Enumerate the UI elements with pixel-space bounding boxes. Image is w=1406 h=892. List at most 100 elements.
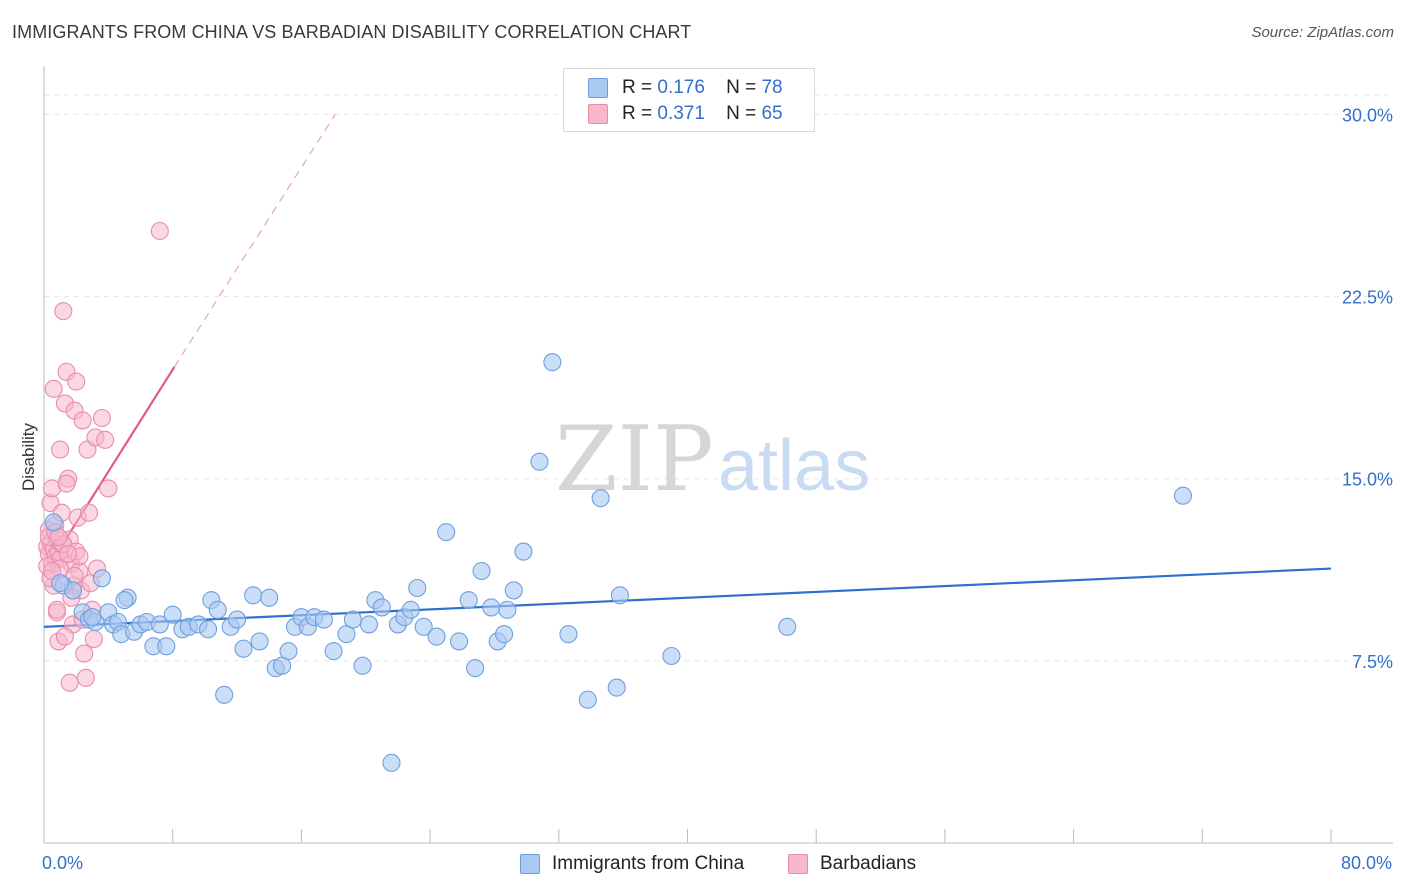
barbadians-swatch — [588, 104, 608, 124]
china-point — [382, 753, 401, 772]
barbadians-legend-label: Barbadians — [820, 853, 917, 874]
china-point — [260, 588, 279, 607]
china-point — [44, 513, 63, 532]
n-label: N = — [726, 77, 757, 98]
n-value: 65 — [761, 103, 783, 124]
china-point — [459, 591, 478, 610]
china-point — [359, 615, 379, 634]
china-point — [466, 659, 485, 678]
china-point — [559, 625, 578, 644]
china-legend-swatch — [520, 854, 540, 874]
barbadians-point — [150, 221, 169, 241]
barbadians-point — [92, 408, 111, 428]
china-legend-label: Immigrants from China — [552, 853, 745, 874]
barbadians-point — [76, 668, 95, 687]
china-point — [244, 586, 263, 605]
barbadians-point — [75, 644, 94, 663]
data-points — [38, 221, 1193, 772]
barbadians-point — [51, 440, 70, 459]
china-point — [157, 637, 176, 656]
y-tick-label: 15.0% — [1342, 470, 1393, 490]
barbadians-point — [60, 673, 79, 692]
x-min-label: 0.0% — [42, 853, 84, 873]
china-point — [778, 617, 797, 636]
x-max-label: 80.0% — [1340, 853, 1392, 873]
chart-title: IMMIGRANTS FROM CHINA VS BARBADIAN DISAB… — [12, 22, 692, 42]
source-label: Source: ZipAtlas.com — [1251, 24, 1394, 41]
china-point — [482, 598, 501, 617]
china-point — [51, 574, 70, 593]
china-point — [115, 591, 134, 610]
china-point — [208, 600, 227, 619]
barbadians-legend-swatch — [788, 854, 808, 874]
china-point — [408, 578, 427, 598]
barbadians-point — [55, 627, 74, 646]
barbadians-point — [67, 372, 86, 391]
china-point — [92, 569, 111, 588]
trendline-barbadians-extension — [173, 114, 336, 368]
y-tick-labels: 7.5% 15.0% 22.5% 30.0% — [1342, 105, 1393, 671]
barbadians-point — [99, 479, 118, 498]
watermark-atlas: atlas — [718, 426, 870, 506]
trendlines — [43, 114, 1332, 628]
china-point — [472, 561, 491, 581]
barbadians-point — [47, 600, 66, 619]
r-label: R = — [622, 103, 653, 124]
r-value: 0.176 — [657, 77, 705, 98]
barbadians-point — [57, 474, 76, 493]
china-point — [530, 452, 549, 471]
china-point — [401, 600, 420, 619]
y-tick-label: 22.5% — [1342, 288, 1393, 308]
china-point — [591, 489, 610, 508]
china-point — [228, 610, 247, 629]
watermark-zip: ZIP — [555, 407, 714, 512]
china-point — [504, 581, 523, 600]
china-point — [607, 678, 626, 697]
china-point — [662, 646, 681, 666]
china-point — [324, 642, 343, 661]
china-point — [1173, 486, 1193, 505]
axes — [43, 66, 1393, 844]
y-tick-label: 7.5% — [1352, 652, 1393, 672]
barbadians-point — [54, 302, 73, 321]
watermark: ZIP atlas — [555, 407, 870, 512]
china-point — [427, 627, 446, 646]
china-swatch — [588, 78, 608, 98]
n-value: 78 — [761, 77, 783, 98]
barbadians-point — [73, 411, 92, 430]
china-point — [163, 605, 182, 624]
r-value: 0.371 — [657, 103, 705, 124]
china-point — [234, 639, 253, 658]
r-label: R = — [622, 77, 653, 98]
barbadians-point — [44, 379, 63, 398]
china-point — [215, 685, 234, 704]
china-point — [372, 598, 391, 617]
china-point — [83, 608, 102, 627]
china-point — [199, 620, 218, 639]
china-point — [150, 615, 169, 634]
china-point — [343, 610, 362, 629]
china-point — [543, 353, 562, 372]
china-point — [578, 690, 597, 709]
barbadians-point — [96, 430, 115, 449]
china-point — [353, 656, 372, 675]
barbadians-point — [79, 503, 99, 522]
china-point — [514, 542, 533, 561]
china-point — [450, 632, 469, 651]
y-tick-label: 30.0% — [1342, 105, 1393, 125]
y-axis-label: Disability — [19, 422, 38, 491]
stats-legend: R = 0.176 N = 78 R = 0.371 N = 65 — [563, 68, 815, 132]
china-point — [250, 632, 269, 651]
barbadians-point — [59, 544, 78, 564]
china-point — [498, 600, 517, 619]
china-point — [610, 586, 629, 605]
china-point — [437, 523, 456, 542]
china-point — [414, 617, 433, 636]
china-point — [314, 610, 333, 629]
n-label: N = — [726, 103, 757, 124]
barbadians-point — [84, 629, 103, 649]
china-point — [279, 642, 298, 661]
trendline-china — [43, 567, 1332, 628]
china-point — [495, 625, 514, 644]
